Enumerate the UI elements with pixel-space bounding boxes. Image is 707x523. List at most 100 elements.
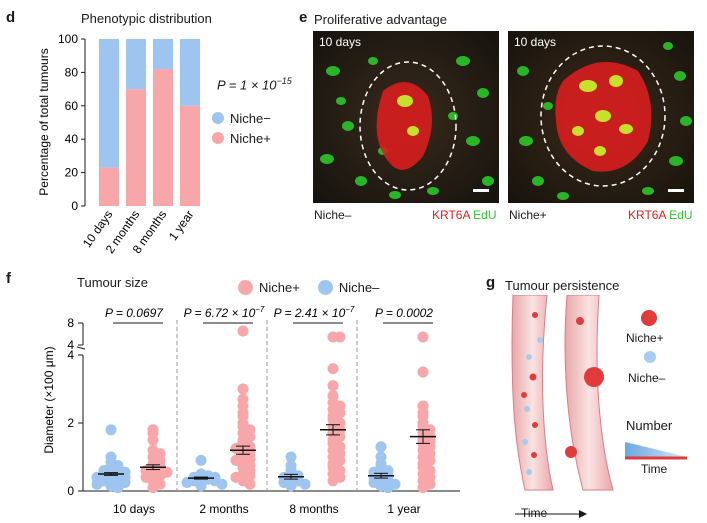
- micrograph-image: [508, 31, 694, 203]
- micrograph-niche-minus: 10 days: [313, 31, 499, 203]
- bar-niche: [180, 105, 200, 206]
- pvalue-text: P = 1 × 10: [217, 77, 277, 93]
- x-tick-label: 10 days: [113, 502, 155, 516]
- legend-dot: [212, 112, 224, 124]
- pvalue-text: P = 2.41 × 10: [274, 306, 346, 320]
- y-axis-label: Diameter (×100 μm): [42, 346, 56, 453]
- caption-group-niche-plus: Niche+: [509, 208, 547, 222]
- pvalue-exponent: −7: [255, 305, 265, 314]
- y-tick-label: 40: [65, 132, 79, 146]
- y-tick-label: 100: [58, 32, 78, 46]
- bar-niche: [180, 39, 200, 106]
- x-tick-label: 2 months: [199, 502, 248, 516]
- caption-markers-right: KRT6A EdU: [628, 208, 693, 222]
- data-point-niche: [327, 475, 339, 487]
- panel-f-title: Tumour size: [77, 275, 149, 290]
- data-point-niche: [244, 478, 256, 490]
- panel-letter-d: d: [6, 9, 16, 26]
- panel-e-title: Proliferative advantage: [314, 12, 447, 27]
- panel-letter-e: e: [299, 9, 308, 26]
- pvalue-exponent: −15: [276, 76, 292, 86]
- bar-niche: [99, 39, 119, 168]
- y-tick-label: 8: [67, 316, 74, 330]
- scatter-dot-plot: 0 2 44 8 Diameter (×100 μm) 10 days P = 0.0697…: [42, 305, 460, 516]
- time-label-small: Time: [641, 462, 668, 476]
- data-point-niche: [237, 325, 249, 337]
- time-axis-label: Time: [521, 506, 548, 520]
- y-tick-label: 0: [71, 199, 78, 213]
- pvalue-exponent: −7: [345, 305, 355, 314]
- number-label: Number: [626, 418, 673, 433]
- data-point-niche: [91, 478, 103, 490]
- caption-markers-left: KRT6A EdU: [432, 208, 497, 222]
- data-point-niche: [285, 451, 297, 463]
- y-tick-label: 4: [67, 348, 74, 362]
- persistence-schematic: [511, 295, 687, 518]
- data-point-niche: [147, 434, 159, 446]
- x-tick-label: 1 year: [166, 208, 197, 243]
- pvalue-label: P = 0.0697: [105, 306, 164, 320]
- legend-dot: [212, 132, 224, 144]
- micrograph-time-label: 10 days: [319, 35, 362, 49]
- y-tick-label: 4: [67, 338, 74, 352]
- panel-letter-f: f: [6, 270, 11, 287]
- legend-niche-plus-dot: [641, 310, 657, 326]
- axis-break: [76, 346, 86, 350]
- legend-label-niche-minus-g: Niche–: [628, 371, 666, 385]
- panel-d-title: Phenotypic distribution: [81, 11, 212, 26]
- micrograph-time-label: 10 days: [514, 35, 557, 49]
- data-point-niche: [237, 383, 249, 395]
- data-point-niche: [334, 331, 346, 343]
- data-point-niche: [195, 454, 207, 466]
- legend-label-niche-plus: Niche+: [259, 280, 300, 295]
- number-triangle: [625, 442, 687, 457]
- data-point-niche: [417, 331, 429, 343]
- bar-niche: [153, 69, 173, 206]
- panel-f-legend: Niche+ Niche–: [238, 280, 379, 295]
- bar-niche: [126, 89, 146, 206]
- pvalue-label: P = 0.0002: [375, 306, 433, 320]
- data-point-niche: [147, 482, 159, 494]
- legend-item-niche-plus: Niche+: [212, 128, 271, 148]
- hair-follicle-right: [564, 295, 614, 491]
- pvalue-label: P = 6.72 × 10−7: [184, 305, 265, 320]
- y-tick-label: 80: [65, 65, 79, 79]
- panel-g-title: Tumour persistence: [505, 278, 620, 293]
- tumour-dots: [521, 310, 657, 475]
- bar-niche: [153, 39, 173, 70]
- legend-niche-minus-dot: [644, 351, 656, 363]
- data-point-niche: [299, 478, 311, 490]
- y-tick-label: 0: [67, 484, 74, 498]
- pvalue-label: P = 2.41 × 10−7: [274, 305, 355, 320]
- data-point-niche: [181, 477, 193, 488]
- legend-item-niche-minus: Niche−: [212, 108, 271, 128]
- micrograph-niche-plus: 10 days: [508, 31, 694, 203]
- panel-d-legend: Niche− Niche+: [212, 108, 271, 148]
- marker-edu: EdU: [669, 208, 693, 222]
- data-point-niche: [285, 480, 297, 492]
- data-point-niche: [216, 478, 228, 490]
- y-tick-label: 2: [67, 416, 74, 430]
- y-tick-label: 60: [65, 99, 79, 113]
- legend-label-niche-minus: Niche–: [338, 280, 380, 295]
- data-point-niche: [375, 441, 387, 453]
- y-axis-label: Percentage of total tumours: [37, 48, 51, 195]
- micrograph-image: [313, 31, 499, 203]
- panel-d-pvalue: P = 1 × 10−15: [217, 76, 292, 92]
- legend-label: Niche−: [230, 110, 271, 126]
- bar-niche: [126, 39, 146, 90]
- x-tick-label: 1 year: [387, 502, 420, 516]
- data-point-niche: [417, 482, 429, 494]
- y-tick-label: 20: [65, 166, 79, 180]
- marker-krt6a: KRT6A: [628, 208, 666, 222]
- panel-letter-g: g: [486, 274, 496, 291]
- data-point-niche: [327, 363, 339, 375]
- marker-edu: EdU: [473, 208, 497, 222]
- marker-krt6a: KRT6A: [432, 208, 470, 222]
- x-tick-label: 8 months: [289, 502, 338, 516]
- pvalue-text: P = 0.0002: [375, 306, 433, 320]
- hair-follicle-left: [511, 295, 554, 491]
- legend-label: Niche+: [230, 130, 271, 146]
- data-point-niche: [417, 366, 429, 378]
- pvalue-text: P = 0.0697: [105, 306, 164, 320]
